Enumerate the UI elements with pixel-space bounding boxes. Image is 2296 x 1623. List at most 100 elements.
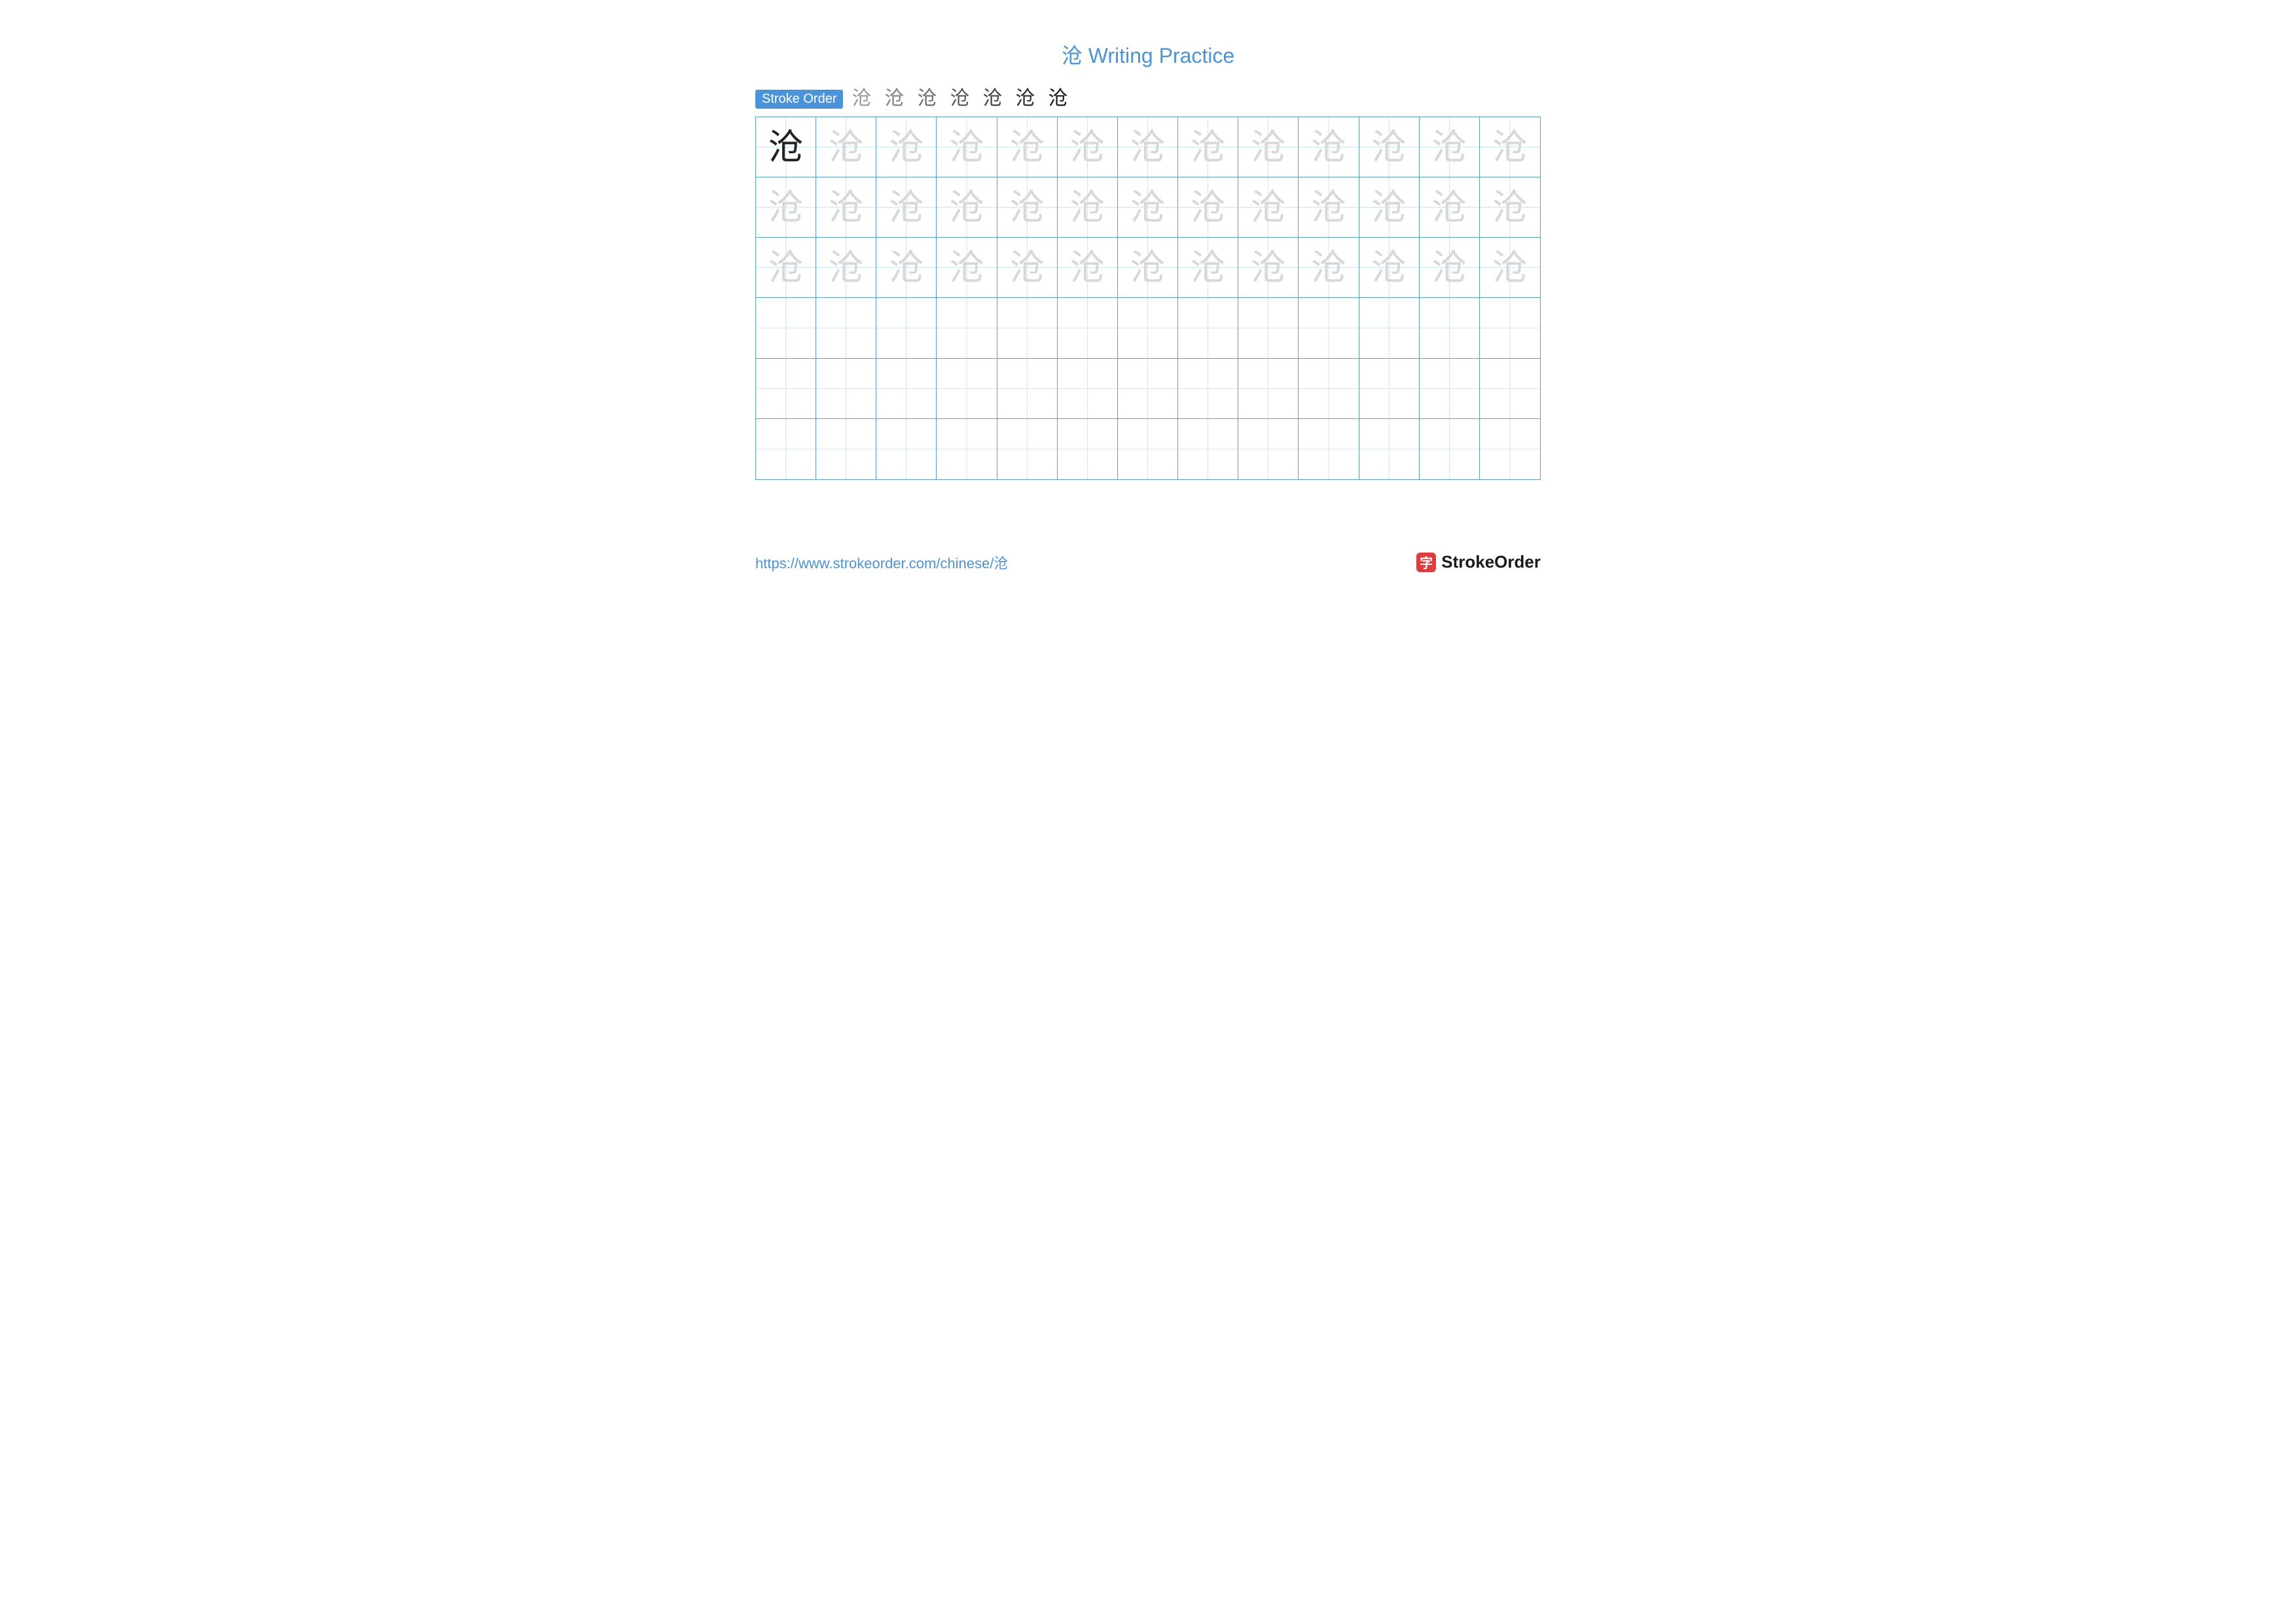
grid-cell: 沧	[1178, 177, 1238, 238]
grid-cell: 沧	[1118, 117, 1178, 177]
brand-logo: 字 StrokeOrder	[1416, 552, 1541, 572]
grid-cell: 沧	[1238, 117, 1299, 177]
grid-cell	[1118, 419, 1178, 479]
grid-cell	[816, 419, 876, 479]
trace-glyph: 沧	[889, 250, 924, 285]
source-url[interactable]: https://www.strokeorder.com/chinese/沧	[755, 552, 1008, 573]
grid-cell: 沧	[1178, 117, 1238, 177]
trace-glyph: 沧	[1191, 250, 1226, 285]
grid-cell: 沧	[876, 238, 937, 298]
grid-cell: 沧	[937, 117, 997, 177]
grid-cell: 沧	[937, 177, 997, 238]
grid-cell: 沧	[1238, 238, 1299, 298]
grid-cell	[1178, 419, 1238, 479]
grid-cell: 沧	[997, 117, 1058, 177]
grid-cell	[1359, 359, 1420, 419]
grid-cell	[997, 298, 1058, 358]
trace-glyph: 沧	[1130, 250, 1166, 285]
trace-glyph: 沧	[1069, 250, 1105, 285]
grid-cell: 沧	[997, 177, 1058, 238]
stroke-step-5: 沧	[982, 89, 1003, 109]
stroke-step-1: 沧	[851, 89, 872, 109]
trace-glyph: 沧	[1431, 250, 1467, 285]
grid-cell	[937, 298, 997, 358]
grid-cell	[1238, 298, 1299, 358]
grid-cell: 沧	[1359, 238, 1420, 298]
grid-cell	[876, 298, 937, 358]
trace-glyph: 沧	[1431, 190, 1467, 225]
grid-cell	[816, 298, 876, 358]
grid-cell	[1118, 298, 1178, 358]
grid-cell: 沧	[1359, 177, 1420, 238]
grid-cell	[876, 419, 937, 479]
grid-cell: 沧	[1420, 117, 1480, 177]
trace-glyph: 沧	[1431, 130, 1467, 165]
trace-glyph: 沧	[1009, 130, 1045, 165]
grid-cell	[756, 359, 816, 419]
grid-cell	[1178, 359, 1238, 419]
trace-glyph: 沧	[1311, 190, 1346, 225]
grid-cell	[816, 359, 876, 419]
grid-cell: 沧	[816, 238, 876, 298]
trace-glyph: 沧	[1251, 250, 1286, 285]
grid-cell: 沧	[816, 177, 876, 238]
grid-cell	[1299, 359, 1359, 419]
trace-glyph: 沧	[1492, 190, 1528, 225]
grid-cell	[756, 419, 816, 479]
trace-glyph: 沧	[829, 190, 864, 225]
grid-cell: 沧	[997, 238, 1058, 298]
grid-cell	[1480, 419, 1540, 479]
trace-glyph: 沧	[949, 130, 984, 165]
grid-cell	[997, 419, 1058, 479]
grid-cell	[1058, 419, 1118, 479]
grid-cell	[1480, 298, 1540, 358]
brand-glyph-icon: 字	[1416, 553, 1436, 572]
grid-cell	[1058, 298, 1118, 358]
grid-cell	[1480, 359, 1540, 419]
grid-cell: 沧	[756, 238, 816, 298]
grid-cell	[1359, 419, 1420, 479]
grid-cell	[1058, 359, 1118, 419]
grid-cell: 沧	[1058, 177, 1118, 238]
grid-cell	[1420, 359, 1480, 419]
trace-glyph: 沧	[1130, 190, 1166, 225]
grid-cell	[876, 359, 937, 419]
model-glyph: 沧	[768, 130, 804, 165]
brand-name: StrokeOrder	[1441, 552, 1541, 572]
grid-cell: 沧	[1058, 238, 1118, 298]
trace-glyph: 沧	[889, 190, 924, 225]
grid-cell: 沧	[1058, 117, 1118, 177]
grid-cell	[1238, 419, 1299, 479]
trace-glyph: 沧	[1009, 190, 1045, 225]
grid-cell: 沧	[1238, 177, 1299, 238]
grid-cell	[1238, 359, 1299, 419]
grid-cell: 沧	[1420, 238, 1480, 298]
grid-cell	[1178, 298, 1238, 358]
trace-glyph: 沧	[1311, 250, 1346, 285]
trace-glyph: 沧	[1130, 130, 1166, 165]
grid-cell: 沧	[1118, 177, 1178, 238]
grid-cell	[1299, 298, 1359, 358]
trace-glyph: 沧	[1251, 190, 1286, 225]
grid-cell: 沧	[756, 177, 816, 238]
grid-cell	[937, 359, 997, 419]
stroke-step-2: 沧	[884, 89, 905, 109]
stroke-step-3: 沧	[916, 89, 937, 109]
trace-glyph: 沧	[1069, 190, 1105, 225]
stroke-step-7: 沧	[1047, 89, 1068, 109]
trace-glyph: 沧	[1191, 130, 1226, 165]
grid-cell: 沧	[1359, 117, 1420, 177]
trace-glyph: 沧	[889, 130, 924, 165]
grid-cell: 沧	[1480, 177, 1540, 238]
trace-glyph: 沧	[1069, 130, 1105, 165]
trace-glyph: 沧	[768, 190, 804, 225]
grid-cell: 沧	[1420, 177, 1480, 238]
trace-glyph: 沧	[1492, 130, 1528, 165]
grid-cell	[1299, 419, 1359, 479]
grid-cell	[997, 359, 1058, 419]
grid-cell: 沧	[1178, 238, 1238, 298]
stroke-step-6: 沧	[1014, 89, 1035, 109]
trace-glyph: 沧	[768, 250, 804, 285]
grid-cell: 沧	[816, 117, 876, 177]
trace-glyph: 沧	[829, 250, 864, 285]
